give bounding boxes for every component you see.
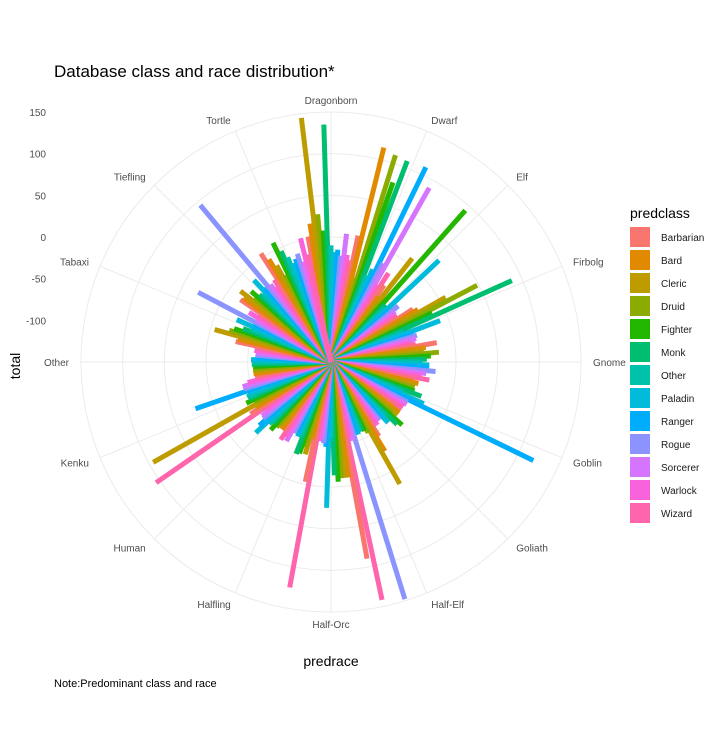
legend-label: Paladin bbox=[661, 394, 694, 405]
legend-swatch bbox=[630, 342, 650, 362]
chart-title: Database class and race distribution* bbox=[54, 62, 335, 81]
race-label: Goliath bbox=[516, 543, 548, 554]
race-label: Tabaxi bbox=[60, 258, 89, 269]
legend-label: Wizard bbox=[661, 509, 692, 520]
y-axis-ticks: 150 100 50 0 -50 -100 bbox=[26, 108, 46, 327]
bar-layer bbox=[151, 117, 535, 601]
race-label: Halfling bbox=[197, 600, 230, 611]
legend-swatch bbox=[630, 388, 650, 408]
legend-swatch bbox=[630, 503, 650, 523]
legend: Barbarian Bard Cleric Druid Fighter Monk Other… bbox=[630, 227, 704, 523]
race-label: Human bbox=[113, 543, 145, 554]
race-label: Tiefling bbox=[114, 173, 146, 184]
legend-swatch bbox=[630, 250, 650, 270]
legend-label: Rogue bbox=[661, 440, 691, 451]
legend-label: Bard bbox=[661, 256, 682, 267]
legend-swatch bbox=[630, 411, 650, 431]
legend-swatch bbox=[630, 365, 650, 385]
race-label: Gnome bbox=[593, 358, 626, 369]
race-label: Half-Elf bbox=[431, 600, 464, 611]
race-label: Kenku bbox=[61, 458, 89, 469]
y-tick-label: 100 bbox=[29, 150, 46, 161]
legend-swatch bbox=[630, 434, 650, 454]
race-label: Half-Orc bbox=[312, 620, 349, 631]
y-tick-label: 50 bbox=[35, 191, 47, 202]
y-tick-label: 0 bbox=[40, 233, 46, 244]
race-label: Firbolg bbox=[573, 258, 604, 269]
legend-label: Ranger bbox=[661, 417, 694, 428]
y-tick-label: 150 bbox=[29, 108, 46, 119]
legend-label: Druid bbox=[661, 302, 685, 313]
legend-label: Monk bbox=[661, 348, 686, 359]
legend-title: predclass bbox=[630, 205, 690, 221]
y-tick-label: -100 bbox=[26, 316, 46, 327]
race-label: Dragonborn bbox=[305, 96, 358, 107]
legend-swatch bbox=[630, 480, 650, 500]
legend-swatch bbox=[630, 457, 650, 477]
legend-label: Warlock bbox=[661, 486, 698, 497]
legend-swatch bbox=[630, 296, 650, 316]
legend-label: Sorcerer bbox=[661, 463, 700, 474]
race-label: Dwarf bbox=[431, 116, 457, 127]
race-label: Goblin bbox=[573, 458, 602, 469]
legend-swatch bbox=[630, 273, 650, 293]
race-label: Tortle bbox=[206, 116, 231, 127]
chart-caption: Note:Predominant class and race bbox=[54, 678, 217, 690]
legend-swatch bbox=[630, 227, 650, 247]
race-labels: Dragonborn Dwarf Elf Firbolg Gnome Goblin Goli… bbox=[44, 96, 626, 631]
legend-label: Fighter bbox=[661, 325, 693, 336]
legend-label: Other bbox=[661, 371, 687, 382]
race-label: Elf bbox=[516, 173, 528, 184]
legend-label: Cleric bbox=[661, 279, 687, 290]
y-tick-label: -50 bbox=[32, 275, 47, 286]
legend-swatch bbox=[630, 319, 650, 339]
x-axis-title: predrace bbox=[303, 653, 358, 669]
legend-label: Barbarian bbox=[661, 233, 704, 244]
race-label: Other bbox=[44, 358, 70, 369]
y-axis-title: total bbox=[7, 353, 23, 379]
bar-wizard-tortle bbox=[305, 253, 334, 363]
